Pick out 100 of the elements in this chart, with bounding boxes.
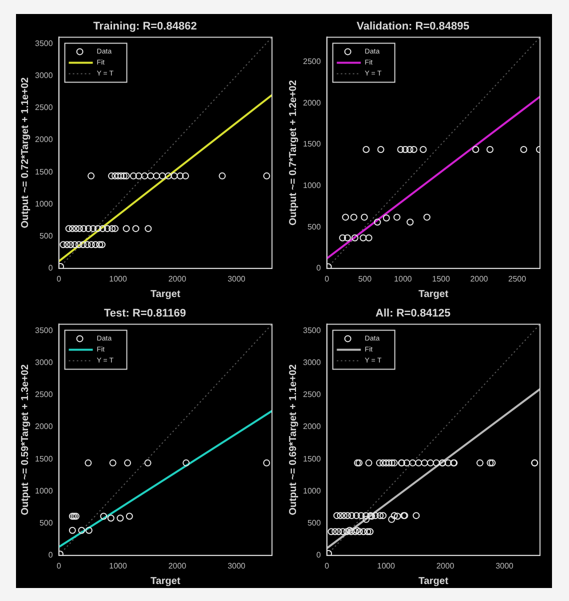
x-tick-label: 3000	[496, 561, 514, 570]
point	[342, 214, 350, 221]
point	[80, 225, 88, 232]
point	[68, 526, 76, 534]
point	[112, 225, 119, 232]
x-tick-label: 2000	[168, 561, 187, 570]
chart-title: Test: R=0.81169	[104, 308, 186, 320]
x-axis-title: Target	[150, 576, 181, 587]
x-tick-label: 1500	[432, 274, 450, 284]
point	[75, 241, 82, 248]
point	[65, 225, 72, 232]
point	[68, 512, 76, 520]
point	[147, 172, 154, 180]
y-tick-label: 500	[39, 518, 54, 528]
y-tick-label: 2500	[35, 390, 54, 400]
point	[144, 225, 152, 232]
point	[107, 514, 114, 522]
point	[108, 225, 116, 232]
y-tick-label: 0	[316, 264, 322, 273]
point	[362, 146, 370, 153]
point	[402, 146, 409, 153]
point	[104, 225, 111, 232]
point	[263, 172, 270, 180]
y-axis-title: Output ~= 0.7*Target + 1.2e+02	[288, 80, 299, 226]
point	[182, 459, 190, 466]
point	[80, 241, 87, 248]
x-tick-label: 3000	[228, 274, 246, 284]
x-tick-label: 2000	[470, 274, 489, 284]
x-tick-label: 1000	[109, 561, 128, 570]
chart-title: All: R=0.84125	[376, 308, 450, 320]
point	[108, 172, 116, 180]
point	[170, 172, 178, 180]
y-tick-label: 1000	[35, 199, 54, 208]
x-tick-label: 3000	[228, 561, 246, 570]
x-tick-label: 2000	[436, 561, 455, 570]
point	[141, 172, 148, 180]
y-axis-title: Output ~= 0.59*Target + 1.3e+02	[20, 364, 31, 516]
y-axis-title: Output ~= 0.72*Target + 1.1e+02	[20, 76, 31, 228]
point	[350, 214, 358, 221]
point	[122, 172, 130, 180]
x-tick-label: 1000	[109, 274, 128, 284]
point	[344, 234, 351, 242]
point	[164, 172, 172, 180]
point	[90, 225, 97, 232]
point	[423, 214, 430, 221]
chart-title: Training: R=0.84862	[93, 20, 197, 33]
x-axis-title: Target	[150, 288, 181, 300]
point	[472, 146, 480, 153]
point	[382, 214, 390, 222]
x-axis-title: Target	[418, 576, 449, 587]
point	[120, 172, 128, 180]
point	[99, 225, 106, 232]
point	[98, 241, 106, 248]
point	[406, 218, 414, 226]
y-tick-label: 1500	[35, 167, 54, 176]
x-tick-label: 0	[324, 274, 330, 284]
y-tick-label: 3500	[35, 326, 54, 335]
point	[92, 241, 100, 248]
point	[377, 146, 384, 153]
point	[135, 172, 142, 180]
point	[263, 459, 270, 466]
y-tick-label: 500	[307, 518, 322, 528]
y-tick-label: 2500	[303, 57, 322, 66]
y-tick-label: 2500	[35, 103, 54, 112]
x-tick-label: 500	[358, 274, 372, 284]
point	[360, 214, 368, 221]
point	[84, 225, 92, 232]
point	[60, 241, 67, 248]
point	[68, 225, 76, 232]
y-tick-label: 3500	[303, 326, 322, 335]
x-tick-label: 1000	[394, 274, 412, 284]
point	[410, 146, 418, 153]
y-tick-label: 0	[48, 550, 54, 560]
point	[144, 459, 152, 466]
y-tick-label: 500	[307, 222, 322, 232]
y-tick-label: 3500	[35, 38, 54, 48]
point	[109, 459, 116, 466]
point	[96, 241, 104, 248]
point	[117, 172, 124, 180]
y-tick-label: 1500	[35, 454, 54, 464]
point	[67, 241, 74, 248]
point	[122, 225, 130, 232]
y-tick-label: 1000	[303, 181, 322, 190]
x-tick-label: 0	[56, 561, 62, 570]
point	[88, 172, 95, 180]
y-tick-label: 3000	[35, 70, 54, 80]
point	[126, 512, 133, 520]
x-tick-label: 2500	[508, 274, 527, 284]
y-tick-label: 3000	[303, 358, 322, 367]
point	[130, 172, 137, 180]
point	[88, 241, 95, 248]
point	[365, 234, 372, 242]
x-tick-label: 1000	[377, 561, 396, 570]
y-tick-label: 2000	[35, 422, 54, 432]
point	[112, 172, 119, 180]
point	[158, 172, 166, 180]
point	[114, 172, 122, 180]
y-tick-label: 1000	[35, 486, 54, 496]
point	[84, 241, 91, 248]
point	[351, 234, 358, 242]
